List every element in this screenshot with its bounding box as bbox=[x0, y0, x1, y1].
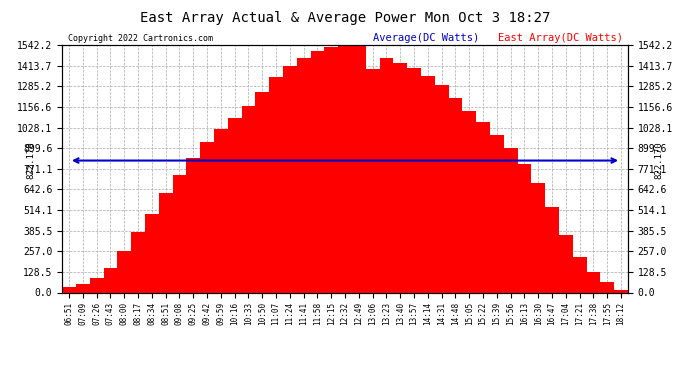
Bar bbox=[131, 231, 145, 292]
Bar bbox=[421, 76, 435, 292]
Bar bbox=[559, 235, 573, 292]
Bar bbox=[324, 47, 338, 292]
Bar bbox=[90, 278, 104, 292]
Bar bbox=[393, 63, 407, 292]
Bar bbox=[76, 284, 90, 292]
Bar bbox=[200, 142, 214, 292]
Bar bbox=[297, 58, 310, 292]
Bar bbox=[352, 46, 366, 292]
Bar bbox=[310, 51, 324, 292]
Bar bbox=[241, 106, 255, 292]
Bar bbox=[380, 58, 393, 292]
Text: 822.170: 822.170 bbox=[655, 142, 664, 179]
Bar bbox=[269, 78, 283, 292]
Text: Average(DC Watts): Average(DC Watts) bbox=[373, 33, 480, 42]
Bar bbox=[435, 86, 448, 292]
Text: East Array(DC Watts): East Array(DC Watts) bbox=[497, 33, 623, 42]
Bar bbox=[228, 118, 242, 292]
Bar bbox=[600, 282, 614, 292]
Bar bbox=[117, 251, 131, 292]
Bar bbox=[214, 129, 228, 292]
Bar bbox=[145, 214, 159, 292]
Bar bbox=[62, 287, 76, 292]
Bar bbox=[338, 45, 352, 292]
Text: Copyright 2022 Cartronics.com: Copyright 2022 Cartronics.com bbox=[68, 33, 213, 42]
Bar bbox=[172, 176, 186, 292]
Bar bbox=[462, 111, 476, 292]
Bar bbox=[518, 164, 531, 292]
Text: East Array Actual & Average Power Mon Oct 3 18:27: East Array Actual & Average Power Mon Oc… bbox=[140, 11, 550, 25]
Bar bbox=[614, 290, 628, 292]
Text: 822.170: 822.170 bbox=[26, 142, 35, 179]
Bar bbox=[283, 66, 297, 292]
Bar bbox=[366, 69, 380, 292]
Bar bbox=[504, 148, 518, 292]
Bar bbox=[573, 257, 586, 292]
Bar bbox=[104, 268, 117, 292]
Bar bbox=[476, 122, 490, 292]
Bar bbox=[586, 272, 600, 292]
Bar bbox=[545, 207, 559, 292]
Bar bbox=[407, 68, 421, 292]
Bar bbox=[159, 193, 172, 292]
Bar bbox=[531, 183, 545, 292]
Bar bbox=[186, 158, 200, 292]
Bar bbox=[448, 98, 462, 292]
Bar bbox=[490, 135, 504, 292]
Bar bbox=[255, 92, 269, 292]
